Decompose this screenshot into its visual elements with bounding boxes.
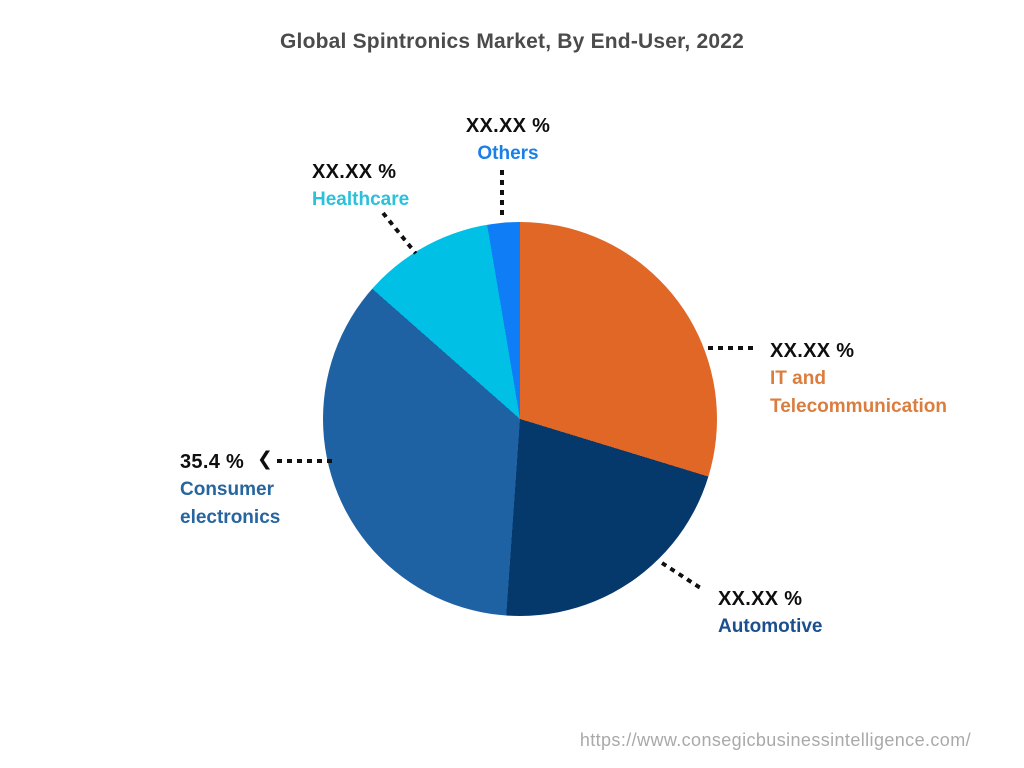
consumer-electronics-label-line2: electronics [180, 507, 281, 528]
automotive-value: XX.XX % [718, 588, 803, 610]
callout-automotive: XX.XX % Automotive [718, 585, 823, 641]
chart-title: Global Spintronics Market, By End-User, … [280, 30, 744, 53]
others-label: Others [477, 143, 539, 164]
others-value: XX.XX % [465, 115, 551, 137]
healthcare-value: XX.XX % [312, 161, 397, 183]
leader-line-healthcare [381, 211, 418, 255]
callout-others: XX.XX % Others [448, 112, 568, 168]
watermark-url: https://www.consegicbusinessintelligence… [579, 730, 971, 750]
callout-healthcare: XX.XX % Healthcare [312, 158, 409, 214]
leader-line-consumer-electronics [277, 459, 334, 463]
consumer-electronics-label-line1: Consumer [180, 479, 274, 500]
callout-it-telecom: XX.XX % IT and Telecommunication [770, 337, 947, 421]
pie-chart [323, 222, 717, 616]
it-telecom-value: XX.XX % [770, 340, 855, 362]
it-telecom-label-line2: Telecommunication [770, 396, 948, 417]
it-telecom-label-line1: IT and [770, 368, 826, 389]
leader-line-automotive [660, 561, 705, 592]
consumer-electronics-value: 35.4 % [180, 451, 245, 473]
automotive-label: Automotive [718, 616, 823, 637]
leader-line-it-telecom [708, 346, 758, 350]
arrow-left-icon: ❮ [257, 449, 273, 470]
leader-line-others [500, 170, 504, 220]
callout-consumer-electronics: 35.4 % Consumer electronics [180, 448, 280, 532]
healthcare-label: Healthcare [312, 189, 410, 210]
